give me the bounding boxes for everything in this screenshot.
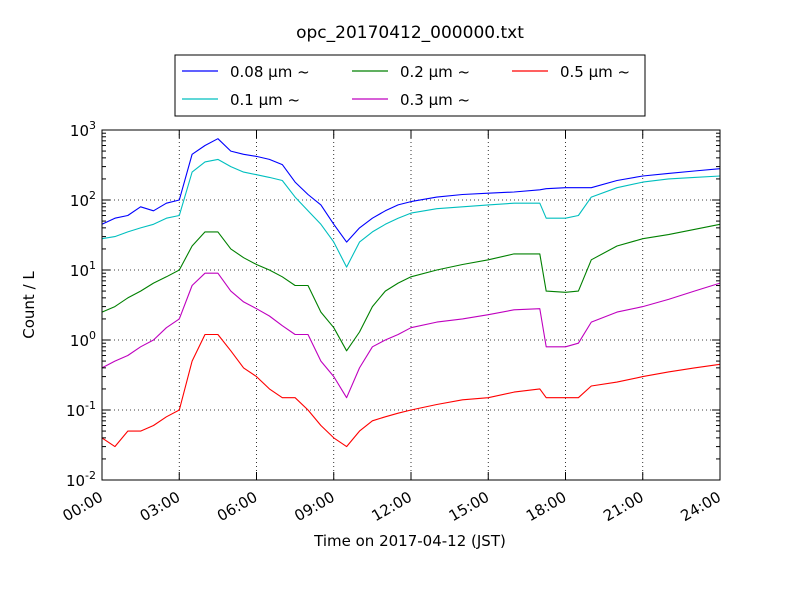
y-axis-label: Count / L [20, 271, 38, 339]
legend-label-3: 0.3 μm ~ [400, 91, 470, 109]
y-axis: 10-2 10-1 100 101 102 103 [66, 119, 720, 490]
chart-title: opc_20170412_000000.txt [296, 23, 524, 43]
series-line-3 [101, 272, 721, 399]
legend-label-4: 0.5 μm ~ [560, 63, 630, 81]
x-axis-label: Time on 2017-04-12 (JST) [313, 532, 506, 550]
y-tick-label: 10-1 [66, 399, 96, 420]
legend-label-1: 0.1 μm ~ [230, 91, 300, 109]
legend: 0.08 μm ~ 0.1 μm ~ 0.2 μm ~ 0.3 μm ~ 0.5 μm … [174, 54, 646, 117]
y-tick-label: 103 [70, 119, 96, 140]
series-line-4 [101, 333, 721, 448]
y-tick-label: 100 [70, 329, 96, 350]
series-line-2 [101, 223, 721, 352]
legend-label-0: 0.08 μm ~ [230, 63, 310, 81]
series-line-1 [101, 158, 721, 268]
y-tick-label: 102 [70, 189, 96, 210]
y-tick-label: 10-2 [66, 469, 96, 490]
y-tick-label: 101 [70, 259, 96, 280]
legend-label-2: 0.2 μm ~ [400, 63, 470, 81]
series-line-0 [101, 138, 721, 243]
series-lines [101, 138, 721, 448]
legend-box [174, 54, 646, 117]
